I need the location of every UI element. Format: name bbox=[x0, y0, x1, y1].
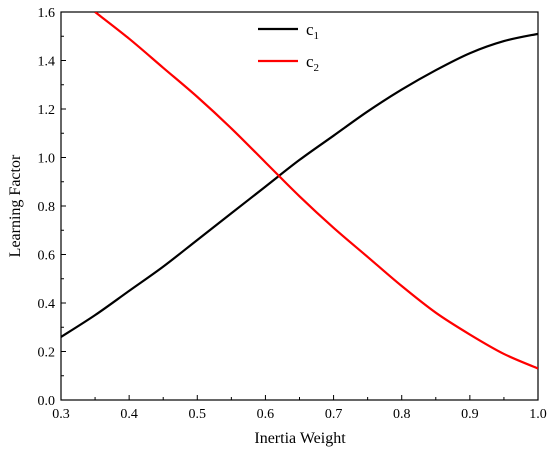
plot-frame bbox=[60, 11, 539, 401]
legend-label-text: c bbox=[306, 52, 314, 71]
y-tick-label: 0.6 bbox=[38, 249, 56, 264]
y-tick-label: 0.4 bbox=[38, 297, 56, 312]
x-tick-label: 0.9 bbox=[461, 407, 479, 422]
y-tick-label: 1.2 bbox=[38, 103, 56, 118]
x-tick-label: 0.8 bbox=[393, 407, 411, 422]
y-tick-label: 0.2 bbox=[38, 346, 56, 361]
y-axis-ticks: 0.0 0.2 0.4 0.6 0.8 1.0 1.2 1.4 1.6 bbox=[38, 6, 66, 409]
x-axis-ticks: 0.3 0.4 0.5 0.6 0.7 0.8 0.9 1.0 bbox=[52, 395, 547, 422]
x-axis-title: Inertia Weight bbox=[254, 430, 346, 447]
legend-label-text: c bbox=[306, 20, 314, 39]
x-tick-label: 0.7 bbox=[325, 407, 343, 422]
x-tick-label: 0.4 bbox=[120, 407, 138, 422]
x-tick-label: 0.3 bbox=[52, 407, 70, 422]
x-tick-label: 1.0 bbox=[529, 407, 547, 422]
x-tick-label: 0.5 bbox=[189, 407, 207, 422]
legend-label-subscript: 2 bbox=[314, 62, 320, 74]
series-layer bbox=[61, 12, 538, 370]
y-tick-label: 1.0 bbox=[38, 152, 56, 167]
legend-label-c1: c1 bbox=[306, 20, 319, 42]
series-line-c1 bbox=[61, 32, 538, 338]
legend-label-c2: c2 bbox=[306, 52, 319, 74]
y-axis-title: Learning Factor bbox=[7, 154, 24, 257]
y-tick-label: 1.6 bbox=[38, 6, 56, 21]
x-tick-label: 0.6 bbox=[257, 407, 275, 422]
y-tick-label: 1.4 bbox=[38, 55, 56, 70]
y-tick-label: 0.0 bbox=[38, 394, 56, 409]
series-line-c2 bbox=[94, 12, 538, 370]
legend-label-subscript: 1 bbox=[314, 30, 320, 42]
y-tick-label: 0.8 bbox=[38, 200, 56, 215]
